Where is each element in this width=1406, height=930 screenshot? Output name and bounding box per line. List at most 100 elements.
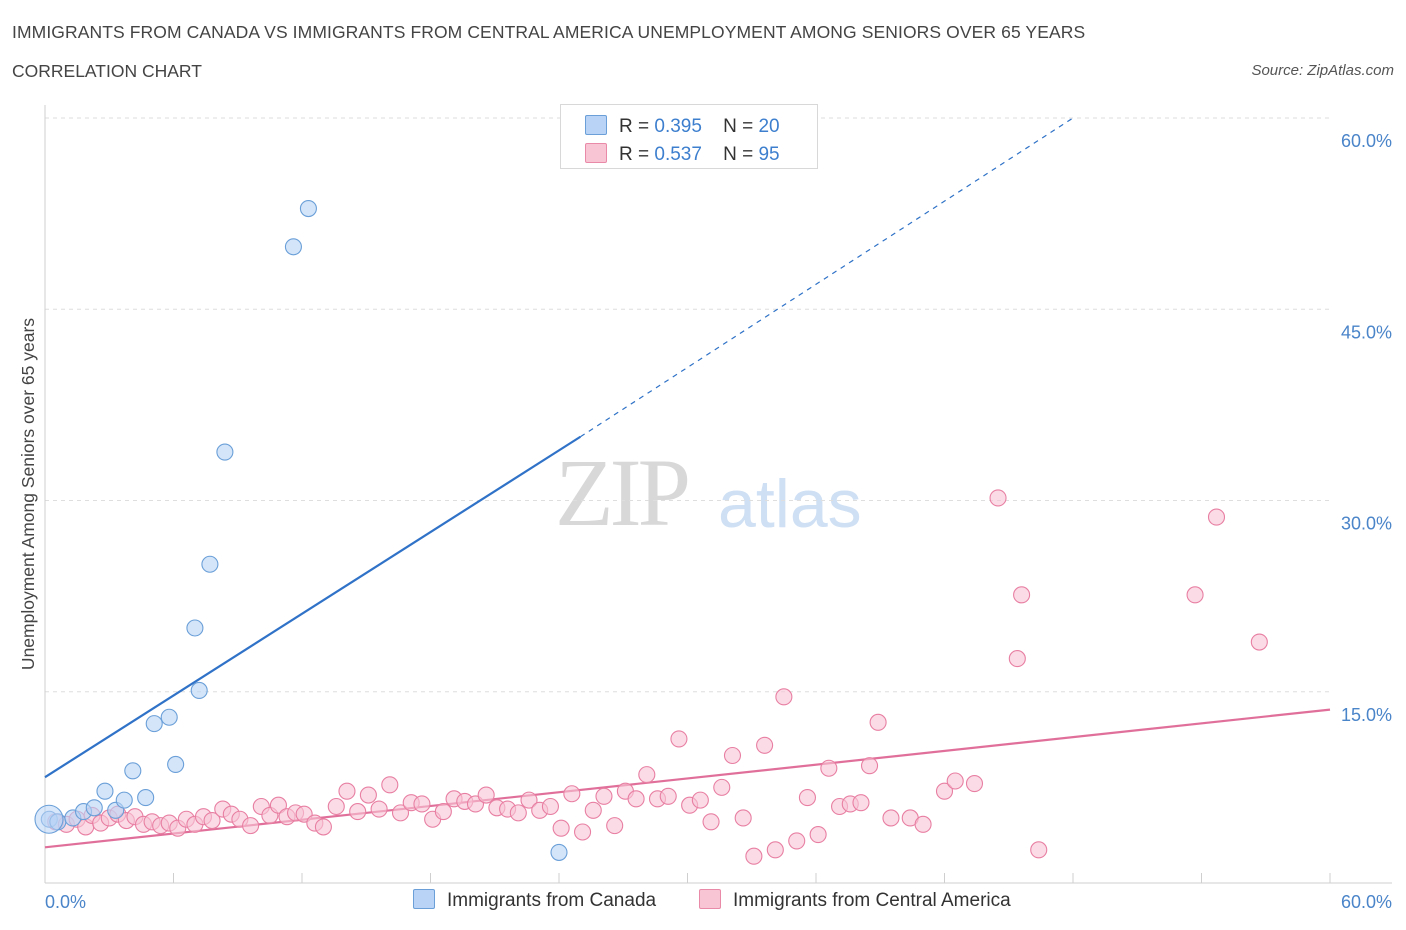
data-point [766,841,784,859]
data-point [713,778,731,796]
series-name: Immigrants from Central America [733,890,1011,911]
data-point [96,782,114,800]
legend-swatch-central-america [585,143,607,163]
data-point [914,815,932,833]
data-point [989,489,1007,507]
data-point [552,819,570,837]
data-point [659,787,677,805]
data-point [1186,586,1204,604]
legend-row-canada: R = 0.395 N = 20 [585,115,780,137]
data-point [338,782,356,800]
data-point [775,688,793,706]
data-point [203,811,221,830]
y-axis-label: Unemployment Among Seniors over 65 years [18,318,38,670]
y-tick-label: 30.0% [1341,514,1392,534]
data-point [670,730,688,748]
trend-lines [44,117,1331,849]
trend-line-extension [580,117,1074,438]
r-value: 0.537 [654,144,702,165]
data-point [638,766,656,784]
axes [44,105,1392,884]
r-label: R = [619,144,650,165]
legend-swatch-central-america [699,889,721,909]
y-tick-label: 15.0% [1341,705,1392,725]
n-label: N = [723,116,754,137]
data-point [299,199,317,218]
data-point [509,804,527,822]
data-point [327,797,345,816]
chart-title: IMMIGRANTS FROM CANADA VS IMMIGRANTS FRO… [12,22,1086,42]
data-point [167,755,185,773]
data-point [946,772,964,790]
data-point [34,804,64,834]
data-point [284,238,302,256]
data-point [391,804,410,822]
data-point [85,799,103,817]
source-label: Source: ZipAtlas.com [1251,62,1394,79]
data-point [745,847,763,865]
data-point [520,791,538,809]
data-point [269,796,287,814]
data-point [349,803,367,821]
data-point [734,809,752,827]
data-point [1030,841,1048,859]
data-point [1013,586,1031,604]
data-point [788,832,806,850]
data-point [852,794,870,812]
data-point [145,715,163,733]
chart-subtitle: CORRELATION CHART [12,61,202,81]
data-point [186,619,204,637]
r-label: R = [619,116,650,137]
data-point [381,776,399,794]
data-point [413,795,431,813]
data-point [595,787,613,805]
series-legend-central-america: Immigrants from Central America [699,889,1011,912]
y-tick-label: 60.0% [1341,131,1392,151]
data-point [860,757,879,775]
data-point [370,800,388,818]
trend-line-central-america [44,708,1331,849]
n-value: 20 [758,116,780,137]
data-point [137,789,155,807]
data-point [216,443,234,461]
data-point [242,817,260,835]
data-point [965,774,984,793]
data-point [606,817,624,835]
trend-line-canada [44,435,582,779]
data-point [1008,650,1026,668]
tick-labels: 15.0% 30.0% 45.0% 60.0% 0.0% 60.0% [45,131,1392,912]
data-point [201,555,219,573]
data-point [627,790,645,808]
legend-swatch-canada [585,115,607,135]
y-tick-label: 45.0% [1341,322,1392,342]
x-tick-label: 60.0% [1341,892,1392,912]
data-point [756,736,774,754]
data-point [124,762,142,780]
data-point [869,713,887,731]
n-label: N = [723,144,754,165]
data-point [434,803,452,821]
data-point [541,797,559,816]
r-value: 0.395 [654,116,702,137]
data-point [359,786,377,804]
data-point [882,809,900,827]
data-point [723,746,742,765]
data-point [1207,508,1226,526]
gridlines [45,117,1330,693]
data-point [584,801,602,819]
watermark-atlas: atlas [718,466,862,542]
data-point [314,818,332,836]
data-point [809,825,827,844]
data-point [477,786,495,804]
data-point [1250,633,1268,651]
data-point [574,823,592,841]
n-value: 95 [758,144,780,165]
legend-swatch-canada [413,889,435,909]
x-tick-label: 0.0% [45,892,86,912]
series-name: Immigrants from Canada [447,890,657,911]
correlation-legend: R = 0.395 N = 20 R = 0.537 N = 95 [560,104,818,169]
data-point [820,759,838,777]
data-point [160,708,178,726]
watermark-zip: ZIP [555,439,688,546]
